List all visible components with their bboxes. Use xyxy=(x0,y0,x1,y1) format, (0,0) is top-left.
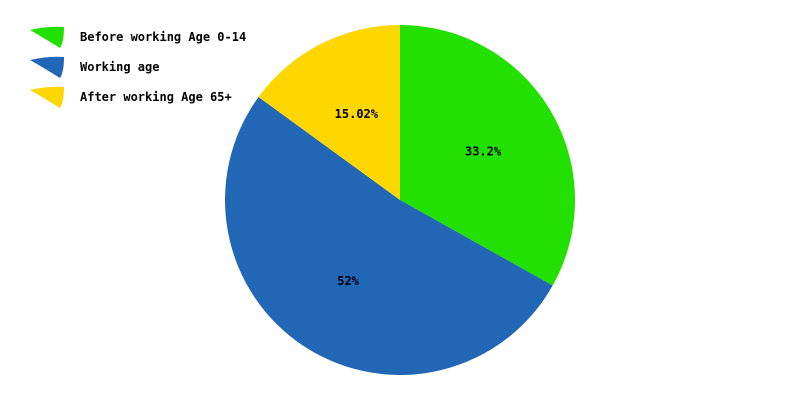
legend-label-working-age: Working age xyxy=(80,60,160,74)
legend-item-before-working-age: Before working Age 0-14 xyxy=(28,24,246,54)
slice-label-after-working-age-65: 15.02% xyxy=(335,107,379,121)
pie-slice-before-working-age-0-14 xyxy=(400,25,576,286)
legend-swatch-after-working-age xyxy=(30,86,64,108)
legend-swatch-working-age xyxy=(30,56,64,78)
legend-label-before-working-age: Before working Age 0-14 xyxy=(80,30,247,44)
legend-swatch-before-working-age xyxy=(30,26,64,48)
slice-label-before-working-age-0-14: 33.2% xyxy=(465,144,502,158)
pie-slice-labels: 33.2% 52% 15.02% xyxy=(335,107,502,288)
legend-item-working-age: Working age xyxy=(28,54,246,84)
slice-label-working-age: 52% xyxy=(337,274,359,288)
legend-label-after-working-age: After working Age 65+ xyxy=(80,90,232,104)
pie-slice-after-working-age-65 xyxy=(258,25,400,200)
legend-item-after-working-age: After working Age 65+ xyxy=(28,84,246,114)
pie-slices xyxy=(225,25,576,375)
pie-slice-working-age xyxy=(225,97,553,375)
legend: Before working Age 0-14 Working age Afte… xyxy=(28,24,246,114)
